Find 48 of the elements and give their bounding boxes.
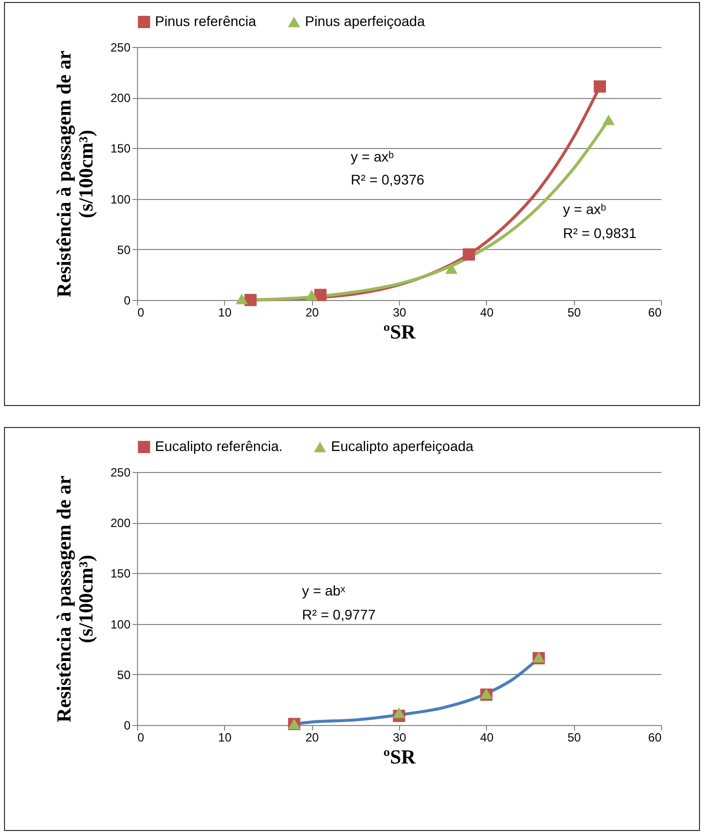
y-tick-label: 100 [110,617,131,632]
annotation: R² = 0,9777 [302,606,376,623]
x-tick-label: 60 [648,306,662,320]
x-tick-label: 0 [138,730,144,744]
y-tick-label: 150 [110,142,131,156]
y-tick-label: 250 [110,466,131,480]
point [392,708,406,718]
x-tick-label: 50 [567,306,582,320]
y-tick-label: 0 [124,718,131,732]
x-tick-label: 40 [480,306,494,320]
x-tick-label: 40 [480,730,494,744]
x-tick-label: 30 [392,306,406,320]
point [602,114,615,126]
x-tick-label: 10 [218,306,232,320]
point [445,263,458,274]
legend-label: Pinus referência [155,13,256,29]
y-tick-label: 200 [110,91,131,106]
annotation: y = axᵇ [563,200,606,217]
y-tick-label: 0 [124,294,131,308]
x-tick-label: 0 [138,306,144,320]
y-tick-label: 200 [110,516,131,530]
legend-label: Eucalipto referência. [155,438,283,454]
x-tick-label: 60 [648,730,662,744]
x-tick-label: 20 [305,306,320,320]
x-tick-label: 10 [218,730,232,744]
x-tick-label: 20 [305,730,320,744]
y-tick-label: 50 [117,242,131,257]
x-tick-label: 30 [392,730,406,744]
legend-label: Eucalipto aperfeiçoada [331,438,474,454]
y-tick-label: 50 [117,668,131,682]
x-axis-title: ºSR [383,322,416,344]
y-tick-label: 100 [110,192,131,206]
annotation: y = axᵇ [350,148,394,164]
point [236,294,248,304]
annotation: R² = 0,9831 [563,225,637,242]
y-axis-title: Resistência à passagem de ar (s/100cm³) [53,50,98,298]
point [306,290,318,300]
x-tick-label: 50 [567,730,582,744]
y-tick-label: 150 [110,566,131,581]
y-tick-label: 250 [110,40,131,54]
point [314,288,327,302]
y-axis-title: Resistência à passagem de ar (s/100cm³) [53,476,98,722]
legend-label: Pinus aperfeiçoada [305,13,426,29]
point [462,248,475,261]
annotation: R² = 0,9376 [350,172,425,188]
x-axis-title: ºSR [383,746,416,768]
annotation: y = abˣ [302,582,346,598]
point [594,80,606,93]
